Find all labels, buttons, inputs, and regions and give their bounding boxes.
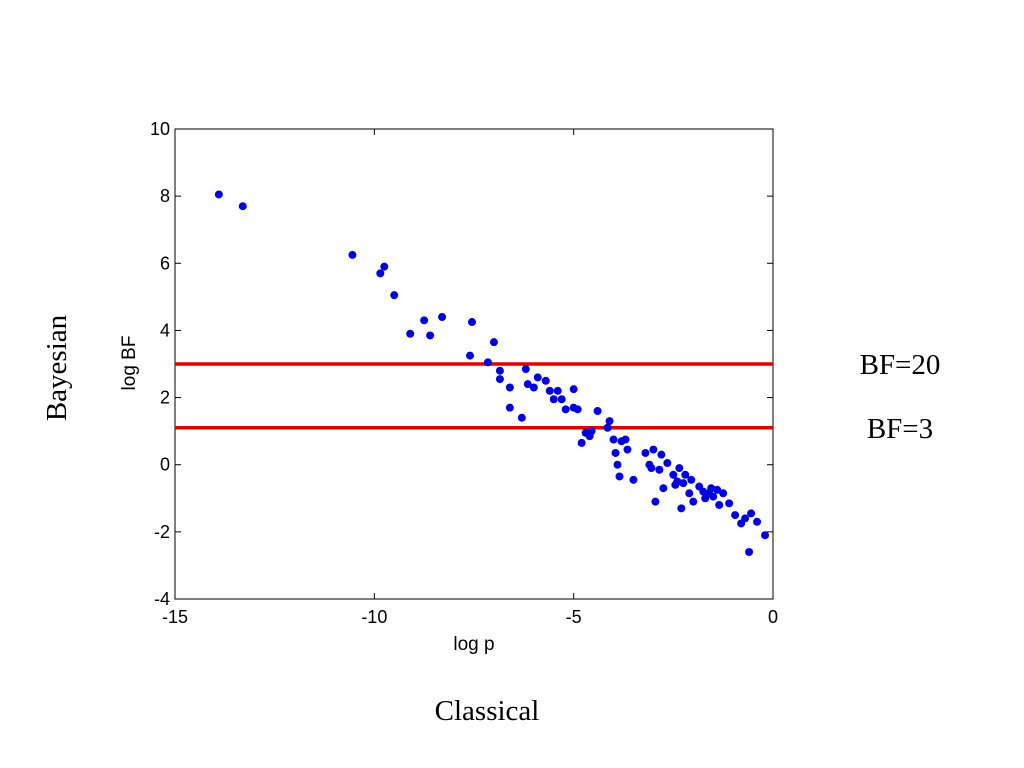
data-point: [517, 413, 526, 422]
data-point: [569, 385, 578, 394]
data-point: [593, 407, 602, 415]
data-point: [663, 459, 672, 468]
data-point: [545, 386, 554, 395]
data-point: [214, 190, 223, 199]
y-tick-label: -2: [154, 522, 170, 542]
threshold-label: BF=3: [867, 413, 933, 445]
data-point: [561, 405, 570, 414]
data-point: [709, 492, 718, 501]
data-point: [659, 484, 668, 493]
y-caption: Bayesian: [41, 314, 73, 421]
data-point: [651, 497, 660, 506]
data-point: [495, 375, 504, 384]
data-point: [505, 383, 514, 392]
data-point: [521, 365, 530, 374]
y-tick-label: 0: [160, 455, 170, 475]
data-point: [649, 445, 658, 454]
data-point: [529, 383, 538, 392]
data-point: [611, 448, 620, 457]
x-tick-label: -15: [162, 607, 188, 627]
data-point: [390, 291, 399, 300]
data-point: [681, 470, 690, 479]
data-point: [613, 460, 622, 469]
x-tick-label: 0: [768, 607, 778, 627]
data-point: [557, 395, 566, 404]
data-point: [438, 313, 447, 321]
data-point: [495, 366, 504, 375]
data-point: [553, 386, 562, 395]
data-point: [731, 511, 740, 520]
y-tick-label: 10: [150, 119, 170, 139]
data-point: [380, 262, 389, 271]
data-point: [679, 479, 688, 488]
data-point: [669, 470, 678, 479]
x-axis-label: log p: [453, 634, 494, 655]
data-point: [761, 531, 770, 540]
data-point: [719, 489, 728, 498]
y-tick-label: 8: [160, 186, 170, 206]
threshold-label: BF=20: [860, 349, 941, 381]
data-point: [725, 499, 734, 508]
data-point: [605, 417, 614, 426]
data-point: [753, 517, 762, 526]
data-point: [747, 509, 756, 518]
x-tick-label: -5: [566, 607, 582, 627]
data-point: [489, 338, 498, 347]
data-point: [657, 450, 666, 459]
data-point: [685, 489, 694, 498]
y-tick-label: -4: [154, 589, 170, 609]
data-point: [715, 501, 724, 509]
y-tick-label: 2: [160, 388, 170, 408]
data-point: [623, 445, 632, 454]
data-point: [677, 504, 686, 513]
data-point: [573, 405, 582, 414]
data-point: [406, 329, 415, 338]
data-point: [689, 497, 698, 506]
data-point: [647, 464, 656, 473]
data-point: [655, 465, 664, 474]
data-point: [615, 472, 624, 481]
data-point: [587, 427, 596, 436]
data-point: [523, 380, 532, 389]
data-point: [505, 403, 514, 412]
data-point: [483, 358, 492, 367]
data-point: [629, 475, 638, 484]
data-point: [466, 351, 475, 360]
data-point: [741, 514, 750, 523]
data-point: [376, 269, 385, 278]
data-point: [533, 373, 542, 382]
data-point: [641, 448, 650, 457]
data-point: [549, 395, 558, 404]
y-tick-label: 6: [160, 253, 170, 273]
x-tick-label: -10: [361, 607, 387, 627]
data-point: [238, 202, 247, 211]
data-point: [609, 435, 618, 444]
data-point: [348, 250, 357, 259]
data-point: [713, 485, 722, 494]
y-axis-label: log BF: [119, 336, 140, 391]
data-point: [621, 435, 630, 444]
data-point: [468, 318, 477, 327]
data-point: [577, 438, 586, 447]
data-point: [687, 475, 696, 484]
data-point: [675, 464, 684, 473]
y-tick-label: 4: [160, 320, 170, 340]
data-point: [420, 316, 429, 325]
data-point: [541, 376, 550, 385]
data-point: [426, 331, 435, 340]
data-point: [603, 423, 612, 432]
x-caption: Classical: [435, 695, 540, 727]
data-point: [745, 548, 754, 556]
